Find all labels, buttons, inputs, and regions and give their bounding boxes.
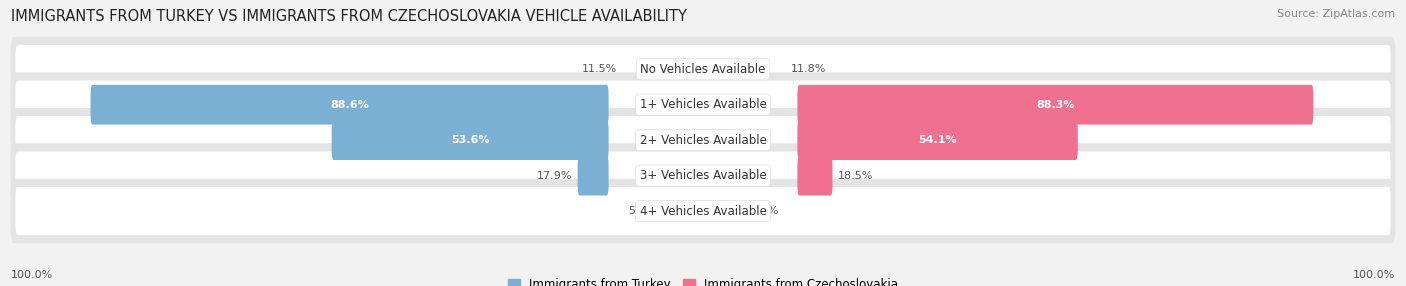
Text: 17.9%: 17.9%: [537, 171, 572, 180]
FancyBboxPatch shape: [90, 85, 609, 124]
FancyBboxPatch shape: [15, 116, 1391, 164]
FancyBboxPatch shape: [11, 108, 1395, 172]
Text: 11.5%: 11.5%: [582, 64, 617, 74]
Legend: Immigrants from Turkey, Immigrants from Czechoslovakia: Immigrants from Turkey, Immigrants from …: [503, 274, 903, 286]
Text: No Vehicles Available: No Vehicles Available: [640, 63, 766, 76]
FancyBboxPatch shape: [11, 143, 1395, 208]
Text: IMMIGRANTS FROM TURKEY VS IMMIGRANTS FROM CZECHOSLOVAKIA VEHICLE AVAILABILITY: IMMIGRANTS FROM TURKEY VS IMMIGRANTS FRO…: [11, 9, 688, 23]
Text: 54.1%: 54.1%: [918, 135, 957, 145]
Text: 53.6%: 53.6%: [451, 135, 489, 145]
Text: 100.0%: 100.0%: [1353, 270, 1395, 280]
FancyBboxPatch shape: [15, 81, 1391, 129]
Text: 88.3%: 88.3%: [1036, 100, 1074, 110]
Text: 18.5%: 18.5%: [838, 171, 873, 180]
FancyBboxPatch shape: [797, 156, 832, 195]
Text: 4+ Vehicles Available: 4+ Vehicles Available: [640, 204, 766, 218]
FancyBboxPatch shape: [332, 120, 609, 160]
FancyBboxPatch shape: [15, 45, 1391, 93]
Text: 5.7%: 5.7%: [628, 206, 657, 216]
FancyBboxPatch shape: [797, 85, 1313, 124]
Text: 11.8%: 11.8%: [792, 64, 827, 74]
Text: 2+ Vehicles Available: 2+ Vehicles Available: [640, 134, 766, 147]
FancyBboxPatch shape: [578, 156, 609, 195]
Text: Source: ZipAtlas.com: Source: ZipAtlas.com: [1277, 9, 1395, 19]
FancyBboxPatch shape: [11, 37, 1395, 102]
Text: 5.8%: 5.8%: [749, 206, 779, 216]
Text: 100.0%: 100.0%: [11, 270, 53, 280]
Text: 3+ Vehicles Available: 3+ Vehicles Available: [640, 169, 766, 182]
Text: 1+ Vehicles Available: 1+ Vehicles Available: [640, 98, 766, 111]
Text: 88.6%: 88.6%: [330, 100, 368, 110]
FancyBboxPatch shape: [11, 72, 1395, 137]
FancyBboxPatch shape: [11, 179, 1395, 243]
FancyBboxPatch shape: [15, 152, 1391, 200]
FancyBboxPatch shape: [797, 120, 1078, 160]
FancyBboxPatch shape: [15, 187, 1391, 235]
